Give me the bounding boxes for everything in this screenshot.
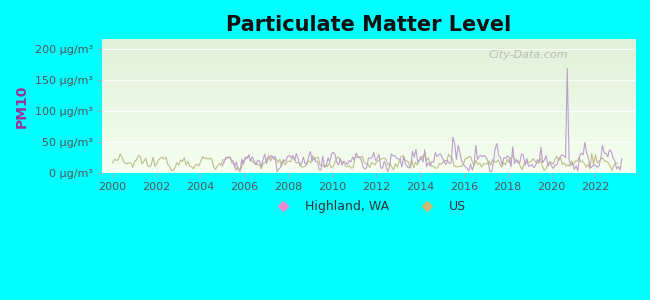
Legend: Highland, WA, US: Highland, WA, US <box>265 195 471 218</box>
Text: City-Data.com: City-Data.com <box>489 50 568 60</box>
Title: Particulate Matter Level: Particulate Matter Level <box>226 15 511 35</box>
Y-axis label: PM10: PM10 <box>15 85 29 128</box>
